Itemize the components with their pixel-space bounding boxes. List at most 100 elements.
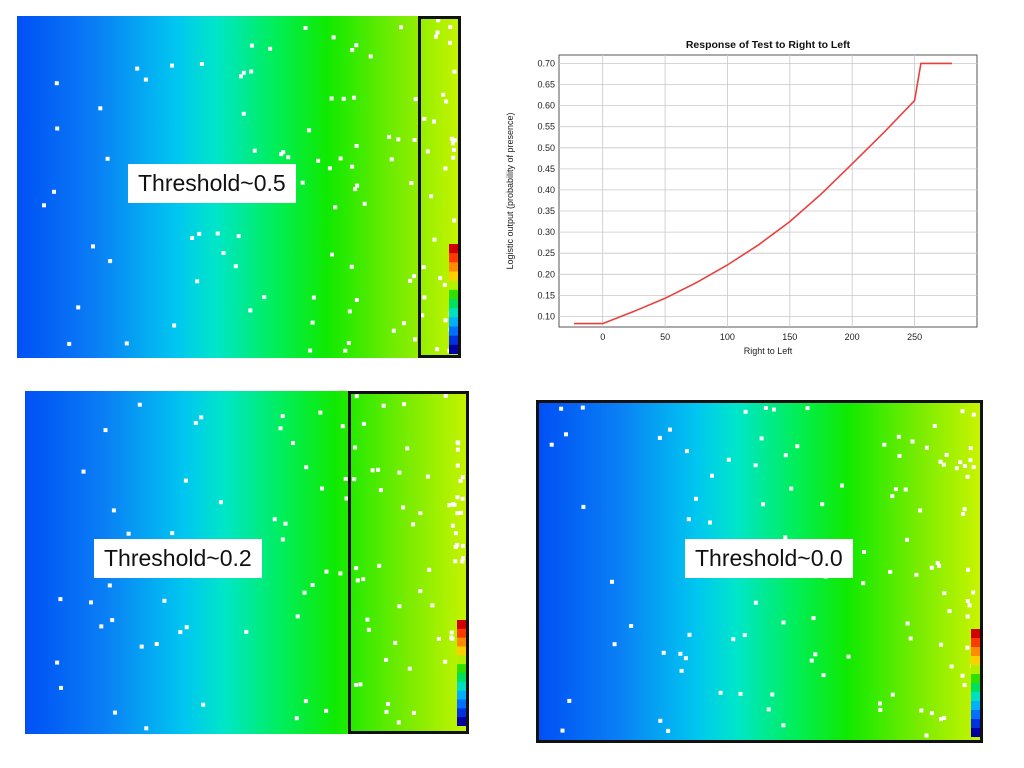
presence-point [378,488,383,493]
presence-point [387,134,392,139]
presence-point [958,460,963,465]
presence-point [418,511,423,516]
x-tick-label: 50 [660,332,670,342]
presence-point [370,468,375,473]
presence-point [354,144,359,148]
presence-point [381,403,386,408]
presence-point [861,581,866,586]
presence-point [353,445,358,450]
threshold-label: Threshold~0.2 [94,539,262,578]
presence-point [338,156,343,161]
presence-point [283,521,288,526]
presence-point [393,640,398,645]
presence-point [425,474,430,479]
presence-point [443,166,448,171]
color-scale-step [971,674,980,684]
presence-point [303,26,308,30]
y-axis-label: Logistic output (probability of presence… [505,112,515,269]
presence-point [324,708,329,713]
presence-point [447,503,452,508]
color-scale-step [457,620,468,630]
presence-point [295,614,300,619]
presence-point [252,148,257,153]
presence-point [241,70,246,75]
presence-point [347,309,352,314]
presence-point [783,453,788,458]
y-tick-label: 0.60 [537,101,555,111]
presence-point [564,432,568,437]
presence-point [453,531,458,536]
presence-point [434,34,438,39]
presence-point [162,598,167,603]
presence-point [612,642,617,647]
y-tick-label: 0.40 [537,185,555,195]
y-tick-label: 0.10 [537,312,555,322]
threshold-label: Threshold~0.0 [685,539,853,578]
color-scale-step [449,280,460,291]
presence-point [377,563,382,568]
color-scale-step [457,673,468,683]
presence-point [753,600,758,605]
threshold-map-0-0: Threshold~0.0 [536,400,983,743]
presence-point [407,666,412,671]
presence-point [661,650,666,655]
presence-point [391,328,396,333]
presence-point [862,550,867,554]
presence-point [968,446,973,451]
presence-point [766,707,771,712]
presence-point [452,138,457,143]
presence-point [341,96,346,101]
presence-point [399,25,403,30]
presence-point [300,180,305,185]
presence-point [409,181,414,186]
presence-point [846,654,851,659]
presence-point [221,251,226,255]
presence-point [103,428,108,433]
presence-point [918,508,923,513]
presence-point [449,635,454,640]
presence-point [560,728,565,733]
presence-point [449,630,454,635]
presence-point [170,63,174,68]
presence-point [443,394,448,398]
presence-point [813,652,818,657]
presence-point [201,702,206,707]
presence-point [759,436,764,441]
presence-point [456,441,461,446]
presence-point [262,295,267,300]
presence-point [135,66,140,71]
presence-point [124,341,129,346]
presence-point [811,616,816,621]
presence-point [770,692,775,697]
presence-point [962,683,967,687]
presence-point [451,155,456,160]
presence-point [184,625,189,630]
presence-point [411,522,416,527]
presence-point [239,74,243,79]
presence-point [581,504,586,509]
y-tick-label: 0.15 [537,290,555,300]
x-axis-label: Right to Left [744,346,793,356]
presence-point [968,458,973,463]
presence-point [331,35,336,40]
presence-point [448,40,453,45]
presence-point [354,683,358,687]
color-scale-bar [449,244,460,354]
presence-point [559,406,564,411]
presence-point [460,496,465,501]
presence-point [629,624,634,628]
presence-point [139,644,144,649]
presence-point [291,441,295,445]
color-scale-step [971,665,980,675]
presence-point [567,698,572,703]
presence-point [349,264,354,269]
presence-point [244,629,249,634]
presence-point [343,348,348,353]
presence-point [452,147,456,152]
presence-point [354,298,359,302]
color-scale-step [449,299,460,309]
presence-point [389,157,394,162]
color-scale-bar [457,620,468,726]
presence-point [137,402,142,407]
presence-point [718,690,723,695]
